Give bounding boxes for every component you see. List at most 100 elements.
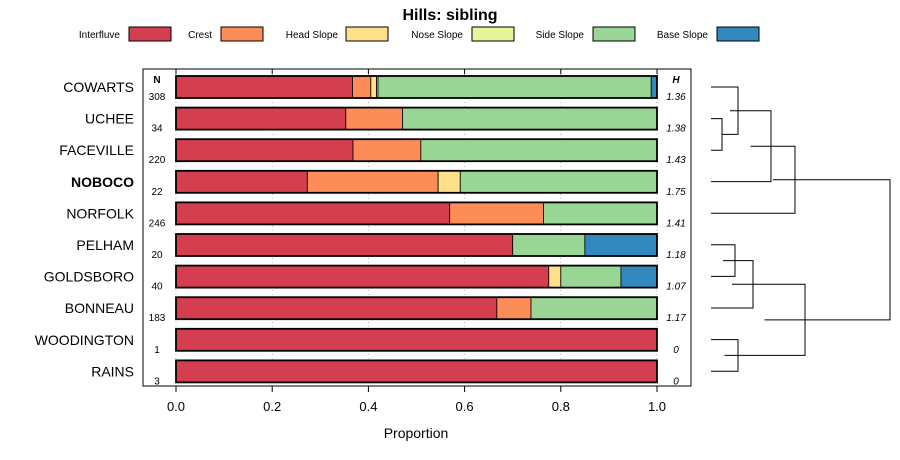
bar-outline-bonneau [175, 296, 658, 321]
legend: Interfluve Crest Head Slope Nose Slope Side … [79, 26, 760, 42]
bar-outline-pelham [175, 233, 658, 257]
bar-outline-faceville [175, 138, 658, 163]
bar-cowarts-head-slope [370, 75, 377, 99]
h-value-pelham: 1.18 [666, 250, 686, 261]
bar-pelham-interfluve [175, 233, 514, 257]
dendrogram [711, 86, 891, 372]
x-tick-label: 0.6 [456, 399, 474, 414]
bar-outline-noboco [175, 169, 658, 194]
n-value-noboco: 22 [151, 187, 163, 198]
bar-norfolk-side-slope [543, 201, 658, 225]
h-value-noboco: 1.75 [666, 187, 686, 198]
legend-label-head-slope: Head Slope [286, 30, 339, 41]
n-value-uchee: 34 [151, 124, 163, 135]
bar-noboco-crest [306, 170, 439, 194]
h-value-bonneau: 1.17 [666, 313, 686, 324]
category-label-woodington: WOODINGTON [35, 332, 134, 348]
dendrogram-node-uchee-faceville [711, 118, 723, 151]
legend-label-base-slope: Base Slope [657, 30, 709, 41]
bar-cowarts-crest [352, 75, 372, 99]
category-label-norfolk: NORFOLK [66, 205, 134, 221]
bar-outline-woodington [175, 327, 658, 352]
n-value-woodington: 1 [154, 345, 160, 356]
h-value-rains: 0 [673, 376, 679, 387]
bar-norfolk-crest [449, 201, 544, 225]
bar-uchee-crest [345, 107, 403, 130]
category-label-faceville: FACEVILLE [59, 142, 134, 158]
bar-cowarts-interfluve [175, 75, 353, 99]
legend-swatch-base-slope [716, 26, 760, 42]
h-value-uchee: 1.38 [666, 124, 686, 135]
legend-label-nose-slope: Nose Slope [411, 30, 463, 41]
bar-outline-norfolk [175, 201, 658, 226]
legend-swatch-nose-slope [471, 26, 515, 42]
bar-faceville-interfluve [175, 138, 354, 162]
h-column-header: H [672, 75, 680, 86]
x-tick-label: 0.2 [263, 399, 281, 414]
n-value-rains: 3 [154, 376, 160, 387]
bar-woodington-interfluve [175, 328, 658, 352]
h-value-goldsboro: 1.07 [666, 282, 686, 293]
legend-label-interfluve: Interfluve [79, 30, 121, 41]
n-value-cowarts: 308 [149, 92, 166, 103]
x-tick-label: 0.4 [359, 399, 377, 414]
bar-uchee-side-slope [402, 107, 658, 130]
bar-noboco-head-slope [437, 170, 461, 194]
plot-panel [142, 68, 692, 387]
x-tick-label: 0.0 [167, 399, 185, 414]
legend-swatch-head-slope [345, 26, 389, 42]
bar-goldsboro-head-slope [548, 265, 562, 289]
bars-group [175, 75, 658, 384]
category-label-goldsboro: GOLDSBORO [44, 269, 134, 285]
legend-swatch-interfluve [128, 26, 172, 42]
bar-outline-cowarts [175, 75, 658, 99]
h-value-norfolk: 1.41 [666, 218, 685, 229]
legend-swatch-crest [220, 26, 264, 42]
bar-bonneau-crest [496, 296, 532, 320]
n-value-faceville: 220 [149, 155, 166, 166]
bar-outline-uchee [175, 106, 658, 131]
h-value-woodington: 0 [673, 345, 679, 356]
bar-pelham-base-slope [584, 233, 658, 257]
n-value-pelham: 20 [151, 250, 163, 261]
bar-goldsboro-interfluve [175, 265, 550, 289]
bar-bonneau-interfluve [175, 296, 498, 320]
x-axis-title: Proportion [384, 425, 449, 441]
dendrogram-node-root [764, 179, 891, 321]
n-value-norfolk: 246 [149, 218, 166, 229]
bar-bonneau-side-slope [530, 296, 658, 320]
bar-goldsboro-side-slope [560, 265, 622, 289]
bar-pelham-side-slope [512, 233, 586, 257]
bar-uchee-interfluve [175, 107, 347, 130]
n-value-goldsboro: 40 [151, 282, 163, 293]
bar-outline-rains [175, 359, 658, 384]
h-value-faceville: 1.43 [666, 155, 686, 166]
legend-label-side-slope: Side Slope [536, 30, 585, 41]
h-value-cowarts: 1.36 [666, 92, 686, 103]
bar-faceville-crest [352, 138, 422, 162]
legend-swatch-side-slope [592, 26, 636, 42]
bar-rains-interfluve [175, 359, 658, 383]
bar-goldsboro-base-slope [620, 265, 658, 289]
x-tick-label: 1.0 [648, 399, 666, 414]
x-axis: 0.0 0.2 0.4 0.6 0.8 1.0 [167, 69, 666, 414]
category-label-bonneau: BONNEAU [65, 300, 134, 316]
bar-cowarts-side-slope [377, 75, 652, 99]
x-tick-label: 0.8 [552, 399, 570, 414]
bar-noboco-interfluve [175, 170, 308, 194]
bar-outline-goldsboro [175, 264, 658, 289]
n-column-header: N [153, 75, 160, 86]
category-label-noboco: NOBOCO [71, 174, 134, 190]
chart-title: Hills: sibling [402, 7, 497, 24]
n-value-bonneau: 183 [149, 313, 166, 324]
legend-label-crest: Crest [188, 30, 212, 41]
category-label-cowarts: COWARTS [63, 79, 134, 95]
category-label-rains: RAINS [91, 363, 134, 379]
bar-norfolk-interfluve [175, 201, 451, 225]
bar-noboco-side-slope [459, 170, 658, 194]
bar-faceville-side-slope [420, 138, 658, 162]
category-label-uchee: UCHEE [85, 111, 134, 127]
category-label-pelham: PELHAM [76, 237, 134, 253]
